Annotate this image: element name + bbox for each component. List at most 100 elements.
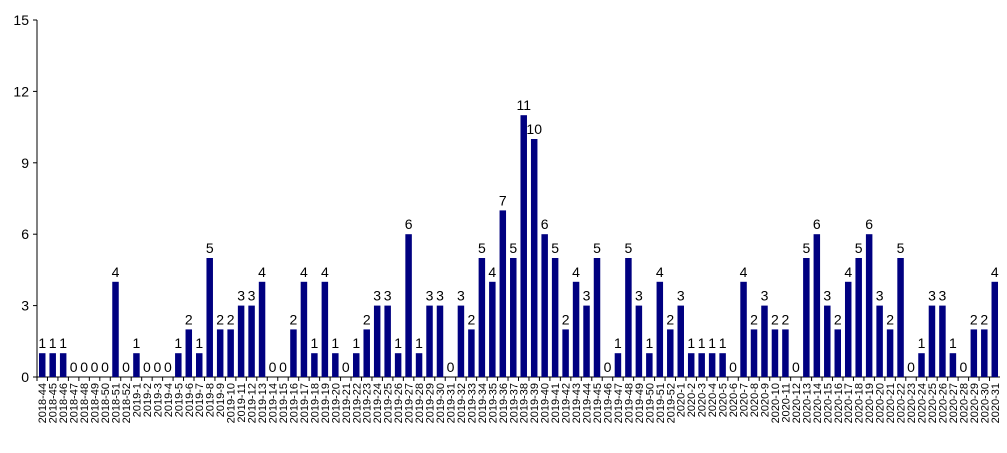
x-tick-label: 2019-28 (414, 383, 426, 423)
bar (677, 305, 684, 377)
bar-value-label: 2 (666, 311, 674, 327)
bar (981, 329, 988, 377)
x-tick-label: 2019-50 (644, 383, 656, 423)
bar (761, 305, 768, 377)
x-tick-label: 2019-31 (445, 383, 457, 423)
bar-value-label: 0 (907, 359, 915, 375)
x-tick-label: 2020-12 (791, 383, 803, 423)
x-tick-label: 2020-27 (948, 383, 960, 423)
x-tick-label: 2018-44 (37, 383, 49, 423)
bar (572, 281, 580, 377)
bar-value-label: 3 (426, 288, 434, 304)
y-tick-label: 15 (13, 12, 29, 28)
bar (489, 281, 496, 377)
bar-value-label: 0 (164, 359, 172, 375)
bar-value-label: 4 (656, 264, 664, 280)
x-tick-label: 2020-28 (958, 383, 970, 423)
x-tick-label: 2019-29 (425, 383, 437, 423)
bar-value-label: 0 (279, 359, 287, 375)
bar (195, 353, 203, 377)
x-tick-label: 2019-25 (383, 383, 395, 423)
bar-value-label: 3 (583, 288, 591, 304)
bar (928, 305, 936, 377)
x-tick-label: 2019-20 (330, 383, 342, 423)
bar (646, 353, 653, 377)
bar-value-label: 3 (677, 288, 685, 304)
bar-value-label: 5 (206, 240, 214, 256)
x-tick-label: 2020-19 (864, 383, 876, 423)
x-tick-label: 2020-23 (906, 383, 918, 423)
x-tick-label: 2020-25 (927, 383, 939, 423)
bar (321, 281, 329, 377)
bar (237, 305, 245, 377)
bar-value-label: 3 (928, 288, 936, 304)
x-tick-label: 2019-51 (655, 383, 667, 423)
bar (614, 353, 622, 377)
bar-value-label: 0 (959, 359, 967, 375)
x-tick-label: 2020-13 (801, 383, 813, 423)
bar (876, 305, 883, 377)
bar-value-label: 3 (457, 288, 465, 304)
x-tick-label: 2020-6 (728, 383, 740, 417)
bar-value-label: 11 (516, 97, 531, 113)
bar (436, 305, 444, 377)
bar-value-label: 1 (918, 335, 926, 351)
bar (468, 329, 475, 377)
bar-value-label: 3 (237, 288, 245, 304)
bar-value-label: 2 (980, 311, 988, 327)
bar (771, 329, 779, 377)
x-tick-label: 2019-38 (519, 383, 531, 423)
x-tick-label: 2020-24 (916, 383, 928, 423)
x-tick-label: 2020-3 (697, 383, 709, 417)
bar (457, 305, 465, 377)
bar-value-label: 2 (970, 311, 978, 327)
bar-value-label: 3 (939, 288, 947, 304)
bar (415, 353, 423, 377)
bar-value-label: 4 (740, 264, 748, 280)
y-tick-label: 0 (21, 369, 29, 385)
bar-value-label: 2 (227, 311, 235, 327)
x-tick-label: 2020-17 (843, 383, 855, 423)
bar (949, 353, 957, 377)
x-tick-label: 2020-20 (875, 383, 887, 423)
bar (248, 305, 255, 377)
x-tick-label: 2020-26 (937, 383, 949, 423)
x-tick-label: 2019-6 (184, 383, 196, 417)
bar-value-label: 1 (331, 335, 339, 351)
x-tick-label: 2019-16 (288, 383, 300, 423)
y-tick-label: 9 (21, 155, 29, 171)
x-tick-label: 2019-17 (299, 383, 311, 423)
bar (886, 329, 894, 377)
x-tick-label: 2019-5 (173, 383, 185, 417)
bar-value-label: 4 (321, 264, 329, 280)
x-tick-label: 2019-23 (362, 383, 374, 423)
bar-value-label: 1 (708, 335, 716, 351)
bar (258, 281, 266, 377)
bar-value-label: 3 (248, 288, 256, 304)
bar (185, 329, 193, 377)
x-tick-label: 2018-46 (58, 383, 70, 423)
bar-value-label: 5 (897, 240, 905, 256)
bar-value-label: 3 (384, 288, 392, 304)
bar-value-label: 1 (687, 335, 695, 351)
x-tick-label: 2019-32 (456, 383, 468, 423)
bar (708, 353, 716, 377)
bar (782, 329, 789, 377)
x-tick-label: 2019-19 (320, 383, 332, 423)
bar-value-label: 1 (645, 335, 653, 351)
bar (520, 115, 527, 377)
bar-value-label: 4 (844, 264, 852, 280)
bar-value-label: 1 (59, 335, 67, 351)
bar (49, 353, 56, 377)
bar (551, 258, 559, 377)
bar-value-label: 1 (949, 335, 957, 351)
x-tick-label: 2018-48 (79, 383, 91, 423)
bar (750, 329, 758, 377)
bar-value-label: 0 (447, 359, 455, 375)
x-tick-label: 2020-21 (885, 383, 897, 423)
bar-value-label: 2 (562, 311, 570, 327)
bar-value-label: 1 (394, 335, 402, 351)
bar (991, 281, 999, 377)
bar (384, 305, 391, 377)
